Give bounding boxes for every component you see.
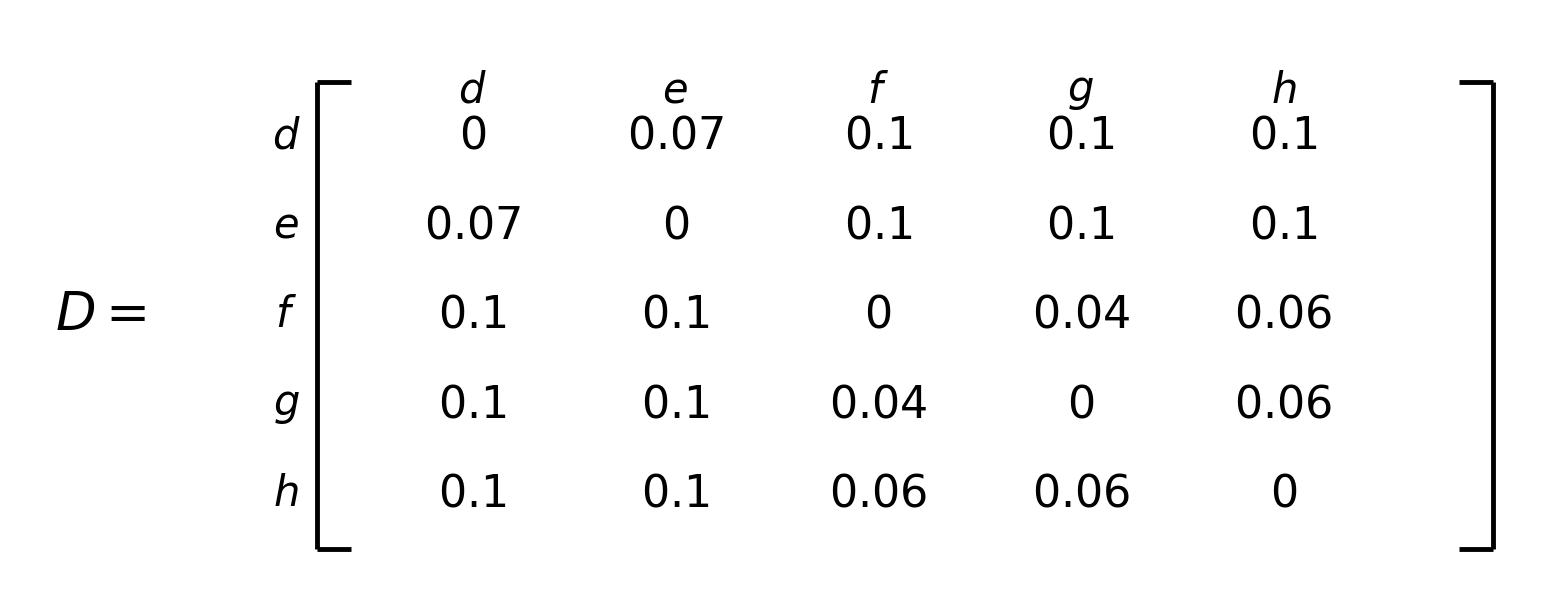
Text: $0$: $0$ xyxy=(662,204,688,247)
Text: $0.1$: $0.1$ xyxy=(843,204,913,247)
Text: $0.1$: $0.1$ xyxy=(438,293,507,337)
Text: $0.1$: $0.1$ xyxy=(438,383,507,427)
Text: $0.04$: $0.04$ xyxy=(829,383,927,427)
Text: $0.06$: $0.06$ xyxy=(1032,473,1129,516)
Text: $d$: $d$ xyxy=(272,115,300,157)
Text: $0.06$: $0.06$ xyxy=(1235,293,1332,337)
Text: $f$: $f$ xyxy=(868,70,890,112)
Text: $0.07$: $0.07$ xyxy=(627,114,724,158)
Text: $0.04$: $0.04$ xyxy=(1032,293,1129,337)
Text: $h$: $h$ xyxy=(1270,70,1296,112)
Text: $0.06$: $0.06$ xyxy=(1235,383,1332,427)
Text: $0.1$: $0.1$ xyxy=(1248,204,1318,247)
Text: $0.1$: $0.1$ xyxy=(1046,114,1115,158)
Text: $d$: $d$ xyxy=(458,70,487,112)
Text: $0$: $0$ xyxy=(1067,383,1094,427)
Text: $0.06$: $0.06$ xyxy=(829,473,927,516)
Text: $g$: $g$ xyxy=(1067,70,1094,112)
Text: $0.1$: $0.1$ xyxy=(640,293,710,337)
Text: $0.1$: $0.1$ xyxy=(1248,114,1318,158)
Text: $e$: $e$ xyxy=(274,204,299,247)
Text: $0.1$: $0.1$ xyxy=(640,473,710,516)
Text: $0.1$: $0.1$ xyxy=(438,473,507,516)
Text: $e$: $e$ xyxy=(662,70,688,112)
Text: $g$: $g$ xyxy=(272,384,300,426)
Text: $0.1$: $0.1$ xyxy=(1046,204,1115,247)
Text: $0$: $0$ xyxy=(865,293,891,337)
Text: $D=$: $D=$ xyxy=(54,290,147,341)
Text: $h$: $h$ xyxy=(274,473,299,515)
Text: $0$: $0$ xyxy=(459,114,486,158)
Text: $0.07$: $0.07$ xyxy=(424,204,521,247)
Text: $0$: $0$ xyxy=(1270,473,1296,516)
Text: $0.1$: $0.1$ xyxy=(843,114,913,158)
Text: $0.1$: $0.1$ xyxy=(640,383,710,427)
Text: $f$: $f$ xyxy=(275,294,297,336)
